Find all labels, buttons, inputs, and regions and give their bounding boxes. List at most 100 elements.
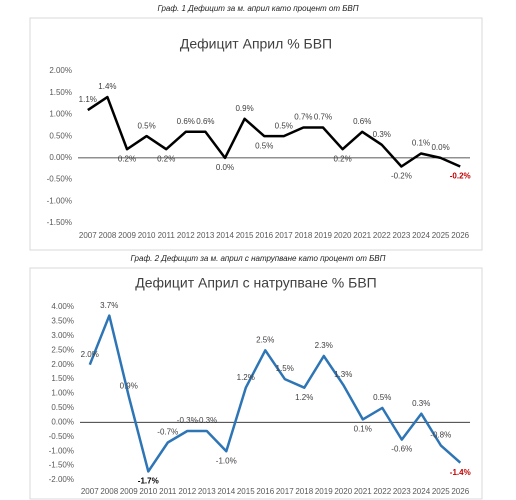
x-tick-label: 2010 [138, 231, 156, 240]
y-tick-label: -1.00% [47, 196, 72, 205]
y-tick-label: -2.00% [49, 475, 74, 484]
data-label: 2.0% [81, 350, 99, 359]
x-tick-label: 2007 [81, 487, 99, 496]
x-tick-label: 2022 [373, 231, 391, 240]
data-label: 3.7% [100, 301, 118, 310]
chart-frame [29, 267, 483, 500]
x-tick-label: 2018 [295, 231, 313, 240]
data-label: 0.6% [196, 117, 214, 126]
data-label: -0.3% [177, 416, 198, 425]
x-tick-label: 2011 [159, 487, 177, 496]
series-line [88, 314, 462, 473]
y-tick-label: 1.50% [51, 374, 74, 383]
x-tick-label: 2010 [139, 487, 157, 496]
y-tick-label: -0.50% [47, 175, 72, 184]
x-tick-label: 2026 [451, 231, 469, 240]
x-tick-label: 2023 [393, 231, 411, 240]
x-tick-label: 2007 [79, 231, 97, 240]
data-label: 1.2% [295, 393, 313, 402]
x-tick-label: 2014 [216, 231, 234, 240]
data-label: 1.3% [334, 370, 352, 379]
x-tick-label: 2021 [353, 231, 371, 240]
x-tick-label: 2024 [412, 487, 430, 496]
x-tick-label: 2017 [275, 231, 293, 240]
data-label: 0.5% [255, 141, 273, 150]
y-tick-label: 2.50% [51, 345, 74, 354]
x-tick-label: 2023 [393, 487, 411, 496]
x-tick-label: 2026 [451, 487, 469, 496]
chart-caption: Граф. 2 Дефицит за м. април с натрупване… [131, 254, 386, 263]
data-label: -0.6% [391, 445, 412, 454]
chart-caption: Граф. 1 Дефицит за м. април като процент… [157, 4, 358, 13]
data-label: 0.7% [294, 113, 312, 122]
data-label: 2.5% [256, 335, 274, 344]
data-label: 0.0% [216, 163, 234, 172]
data-label: 0.5% [373, 393, 391, 402]
data-label: -1.4% [450, 468, 471, 477]
x-tick-label: 2018 [295, 487, 313, 496]
x-tick-label: 2025 [432, 231, 450, 240]
chart-title: Дефицит Април % БВП [180, 36, 332, 52]
x-tick-label: 2016 [255, 231, 273, 240]
data-label: -0.3% [196, 416, 217, 425]
data-label: 0.7% [314, 113, 332, 122]
x-tick-label: 2016 [256, 487, 274, 496]
data-label: -1.7% [138, 476, 159, 485]
x-tick-label: 2013 [197, 231, 215, 240]
data-label: 2.3% [315, 341, 333, 350]
data-label: 1.5% [276, 364, 294, 373]
y-tick-label: 4.00% [51, 302, 74, 311]
y-tick-label: 3.00% [51, 331, 74, 340]
data-label: 0.1% [354, 425, 372, 434]
data-label: 1.2% [237, 373, 255, 382]
x-tick-label: 2020 [334, 231, 352, 240]
x-tick-label: 2015 [237, 487, 255, 496]
y-tick-label: -1.00% [49, 446, 74, 455]
y-tick-label: 0.00% [51, 417, 74, 426]
data-label: 0.6% [177, 117, 195, 126]
series-line [87, 95, 461, 168]
y-tick-label: 1.00% [49, 110, 72, 119]
x-tick-label: 2009 [120, 487, 138, 496]
y-tick-label: 2.00% [49, 66, 72, 75]
data-label: 0.3% [373, 130, 391, 139]
data-label: -0.8% [430, 431, 451, 440]
data-label: 0.5% [137, 121, 155, 130]
data-label: -0.2% [391, 172, 412, 181]
x-tick-label: 2015 [236, 231, 254, 240]
y-tick-label: -0.50% [49, 432, 74, 441]
x-tick-label: 2021 [354, 487, 372, 496]
x-tick-label: 2009 [118, 231, 136, 240]
x-tick-label: 2022 [373, 487, 391, 496]
data-label: 0.2% [157, 154, 175, 163]
data-label: 1.1% [79, 95, 97, 104]
x-tick-label: 2012 [177, 231, 195, 240]
x-tick-label: 2014 [217, 487, 235, 496]
data-label: 1.4% [98, 82, 116, 91]
data-label: -0.2% [450, 172, 471, 181]
data-label: 0.0% [431, 143, 449, 152]
data-label: 0.5% [275, 121, 293, 130]
x-tick-label: 2011 [158, 231, 176, 240]
y-tick-label: -1.50% [49, 461, 74, 470]
data-label: -1.0% [216, 456, 237, 465]
y-tick-label: 2.00% [51, 360, 74, 369]
x-tick-label: 2019 [314, 231, 332, 240]
data-label: -0.7% [157, 428, 178, 437]
y-tick-label: -1.50% [47, 218, 72, 227]
y-tick-label: 0.50% [51, 403, 74, 412]
chart-frame [29, 17, 483, 251]
x-tick-label: 2025 [432, 487, 450, 496]
data-label: 0.9% [120, 381, 138, 390]
y-tick-label: 1.50% [49, 88, 72, 97]
x-tick-label: 2019 [315, 487, 333, 496]
x-tick-label: 2008 [100, 487, 118, 496]
y-tick-label: 1.00% [51, 389, 74, 398]
data-label: 0.3% [412, 399, 430, 408]
x-tick-label: 2012 [178, 487, 196, 496]
y-tick-label: 0.50% [49, 131, 72, 140]
data-label: 0.2% [118, 154, 136, 163]
data-label: 0.6% [353, 117, 371, 126]
data-label: 0.1% [412, 139, 430, 148]
x-tick-label: 2017 [276, 487, 294, 496]
